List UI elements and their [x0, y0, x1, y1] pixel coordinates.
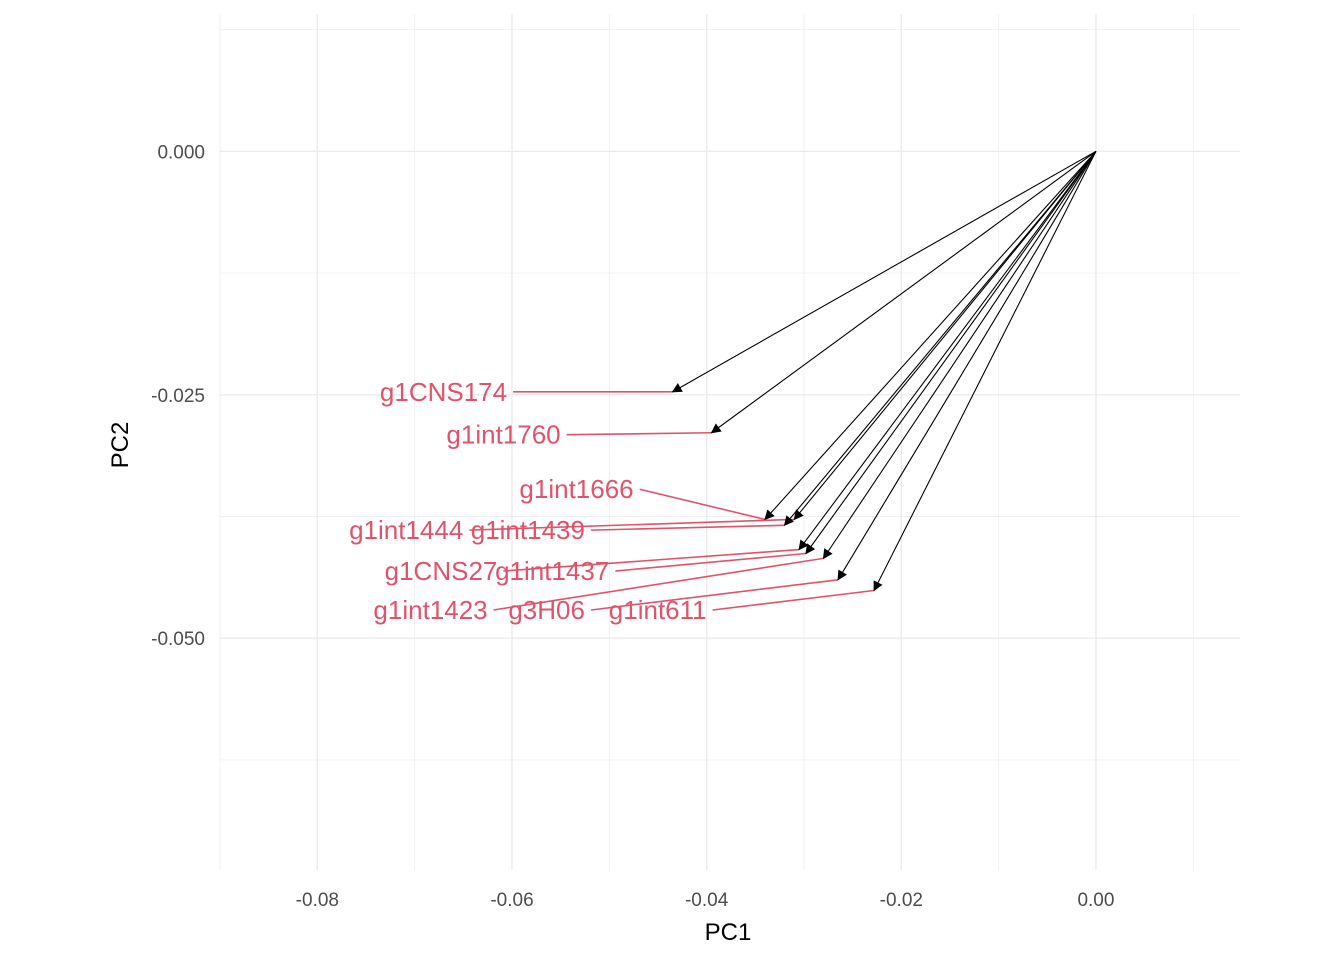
variable-label: g3H06: [508, 595, 585, 625]
y-tick-label: 0.000: [157, 142, 205, 163]
loading-arrow: [710, 150, 1097, 434]
x-axis-title: PC1: [705, 919, 752, 946]
x-tick-label: -0.08: [296, 890, 339, 911]
variable-label: g1int1444: [349, 515, 463, 545]
variable-label: g1int1666: [519, 474, 633, 504]
label-connector: [639, 488, 766, 521]
x-tick-label: 0.00: [1077, 890, 1114, 911]
loading-arrow: [783, 150, 1097, 527]
label-connector: [469, 518, 795, 531]
y-tick-label: -0.025: [151, 386, 205, 407]
loading-arrow: [805, 150, 1097, 555]
loading-arrow: [837, 151, 1097, 581]
variable-labels: g1CNS174 g1int1760 g1int1666 g1int1444 g1int…: [349, 377, 707, 625]
loading-arrows: [671, 150, 1097, 592]
variable-label: g1int1437: [495, 556, 609, 586]
grid-lines: [219, 14, 1240, 870]
variable-label: g1CNS174: [380, 377, 507, 407]
variable-label: g1CNS27: [385, 556, 498, 586]
label-connectors: [469, 391, 875, 611]
loading-arrow: [822, 151, 1097, 560]
loading-arrow: [764, 150, 1097, 521]
y-tick-label: -0.050: [151, 629, 205, 650]
axis-ticks: -0.08 -0.06 -0.04 -0.02 0.00 0.000 -0.025 -0.05…: [151, 142, 1114, 911]
variable-label: g1int611: [609, 595, 707, 625]
label-connector: [615, 552, 806, 572]
label-connector: [503, 548, 800, 572]
label-connector: [493, 557, 824, 611]
label-connector: [590, 579, 839, 611]
loading-arrow: [671, 150, 1097, 393]
label-connector: [712, 589, 875, 611]
variable-label: g1int1760: [446, 420, 560, 450]
y-axis-title: PC2: [107, 422, 134, 469]
loading-arrow: [798, 150, 1097, 551]
x-tick-label: -0.02: [880, 890, 923, 911]
loading-arrow: [793, 150, 1097, 521]
label-connector: [566, 431, 712, 436]
variable-label: g1int1439: [471, 515, 585, 545]
x-tick-label: -0.04: [685, 890, 729, 911]
label-connector: [590, 524, 785, 531]
loading-arrow: [873, 151, 1097, 592]
variable-label: g1int1423: [373, 595, 487, 625]
x-tick-label: -0.06: [490, 890, 533, 911]
